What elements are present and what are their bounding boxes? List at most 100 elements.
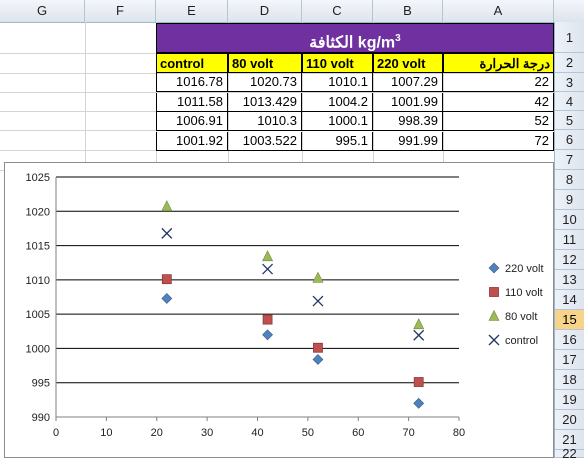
row-header-21[interactable]: 21: [555, 430, 584, 450]
row-header-15[interactable]: 15: [555, 310, 584, 330]
gridline-horizontal: [0, 111, 554, 112]
row-header-22[interactable]: 22: [555, 447, 584, 460]
data-point-square: [161, 274, 172, 285]
table-title-text: الكثافة kg/m: [309, 34, 396, 52]
column-header-g[interactable]: G: [0, 0, 85, 22]
table-cell[interactable]: 1010.3: [228, 112, 302, 131]
table-cell[interactable]: 998.39: [373, 112, 443, 131]
y-tick-label: 990: [32, 412, 50, 424]
row-header-10[interactable]: 10: [555, 210, 584, 230]
legend-marker-triangle: [488, 309, 500, 321]
row-header-14[interactable]: 14: [555, 290, 584, 310]
row-header-9[interactable]: 9: [555, 190, 584, 210]
table-header-cell[interactable]: 110 volt: [302, 53, 373, 73]
legend-label: control: [505, 335, 539, 347]
data-point-triangle: [312, 271, 324, 283]
table-header-cell[interactable]: 220 volt: [373, 53, 443, 73]
table-cell[interactable]: 995.1: [302, 131, 373, 151]
row-header-19[interactable]: 19: [555, 390, 584, 410]
row-header-7[interactable]: 7: [555, 150, 584, 170]
table-title[interactable]: الكثافة kg/m3: [156, 23, 554, 53]
x-tick-label: 20: [151, 427, 163, 439]
row-header-2[interactable]: 2: [555, 53, 584, 73]
legend-item[interactable]: control: [487, 333, 557, 353]
row-header-3[interactable]: 3: [555, 73, 584, 92]
column-header-c[interactable]: C: [302, 0, 373, 22]
table-header-cell[interactable]: درجة الحرارة: [443, 53, 554, 73]
table-cell[interactable]: 991.99: [373, 131, 443, 151]
data-point-square: [313, 342, 323, 353]
y-tick-label: 1020: [26, 206, 50, 218]
row-header-16[interactable]: 16: [555, 330, 584, 350]
column-header-f[interactable]: F: [85, 0, 156, 22]
x-tick-label: 60: [352, 427, 364, 439]
legend-label: 220 volt: [505, 263, 544, 275]
legend-marker-shape: [488, 309, 500, 321]
table-cell[interactable]: 1007.29: [373, 73, 443, 92]
column-header-a[interactable]: A: [443, 0, 554, 22]
row-header-13[interactable]: 13: [555, 270, 584, 290]
row-header-17[interactable]: 17: [555, 350, 584, 370]
row-header-20[interactable]: 20: [555, 410, 584, 430]
table-cell[interactable]: 1010.1: [302, 73, 373, 92]
data-point-diamond: [413, 397, 425, 409]
data-point-x: [312, 295, 324, 307]
data-point-diamond: [262, 329, 273, 341]
table-cell[interactable]: 1001.99: [373, 92, 443, 112]
table-cell[interactable]: 1000.1: [302, 112, 373, 131]
data-point-triangle: [161, 200, 173, 212]
x-tick-label: 70: [403, 427, 415, 439]
row-header-5[interactable]: 5: [555, 111, 584, 130]
legend-item[interactable]: 80 volt: [487, 309, 557, 329]
table-cell[interactable]: 1020.73: [228, 73, 302, 92]
column-header-d[interactable]: D: [228, 0, 302, 22]
data-point-square: [262, 314, 273, 325]
row-header-11[interactable]: 11: [555, 230, 584, 250]
legend-item[interactable]: 220 volt: [487, 261, 557, 281]
row-header-18[interactable]: 18: [555, 370, 584, 390]
gridline-horizontal: [0, 92, 554, 93]
row-header-8[interactable]: 8: [555, 170, 584, 190]
table-header-cell[interactable]: control: [156, 53, 228, 73]
x-tick-label: 80: [453, 427, 465, 439]
table-cell[interactable]: 1013.429: [228, 92, 302, 112]
data-point-diamond: [312, 354, 324, 365]
data-point-x: [161, 227, 173, 239]
table-cell[interactable]: 22: [443, 73, 554, 92]
table-cell[interactable]: 1016.78: [156, 73, 228, 92]
row-header-12[interactable]: 12: [555, 250, 584, 270]
legend-marker-diamond: [488, 262, 500, 274]
table-cell[interactable]: 72: [443, 131, 554, 151]
table-title-superscript: 3: [395, 33, 401, 44]
row-header-4[interactable]: 4: [555, 92, 584, 111]
column-header-b[interactable]: B: [373, 0, 443, 22]
x-tick-label: 10: [100, 427, 112, 439]
table-cell[interactable]: 1011.58: [156, 92, 228, 112]
table-cell[interactable]: 42: [443, 92, 554, 112]
scatter-chart[interactable]: 990 995 1000 1005 1010 1015 1020 1025 0 10 20 30 40 5…: [4, 162, 554, 458]
legend-marker-shape: [489, 287, 499, 297]
y-tick-label: 1005: [26, 309, 50, 321]
table-cell[interactable]: 1006.91: [156, 112, 228, 131]
row-header-bar: [554, 22, 584, 458]
x-tick-label: 30: [201, 427, 213, 439]
data-point-x: [413, 329, 425, 341]
row-header-6[interactable]: 6: [555, 130, 584, 150]
row-header-1[interactable]: 1: [555, 23, 584, 53]
legend-item[interactable]: 110 volt: [487, 285, 557, 305]
table-cell[interactable]: 52: [443, 112, 554, 131]
data-point-diamond: [161, 293, 173, 304]
table-cell[interactable]: 1003.522: [228, 131, 302, 151]
table-cell[interactable]: 1001.92: [156, 131, 228, 151]
legend-label: 110 volt: [505, 287, 543, 299]
x-tick-label: 50: [302, 427, 314, 439]
column-header-bar: [0, 0, 584, 23]
table-cell[interactable]: 1004.2: [302, 92, 373, 112]
y-tick-label: 995: [32, 378, 50, 390]
column-header-e[interactable]: E: [156, 0, 228, 22]
y-tick-label: 1000: [26, 343, 50, 355]
data-point-square: [413, 377, 424, 387]
table-header-cell[interactable]: 80 volt: [228, 53, 302, 73]
